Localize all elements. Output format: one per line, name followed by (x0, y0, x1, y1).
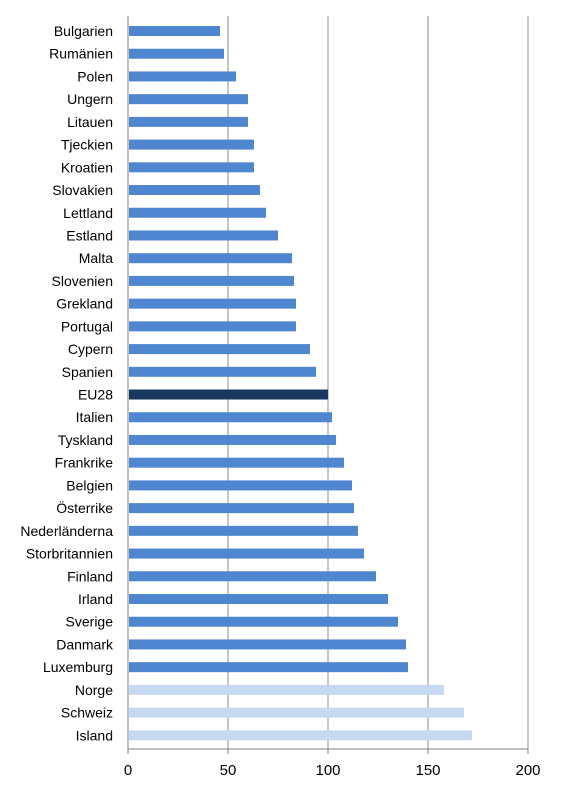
x-tick-label: 200 (515, 762, 540, 779)
category-label: Ungern (67, 91, 113, 107)
bar (129, 275, 294, 286)
category-label: Irland (78, 591, 113, 607)
category-label: Luxemburg (43, 659, 113, 675)
bar (129, 457, 344, 468)
bar (129, 94, 248, 105)
category-label: Schweiz (61, 705, 113, 721)
x-axis-tick-labels: 0 50 100 150 200 (124, 749, 541, 779)
bar (129, 48, 224, 59)
category-label: Litauen (67, 114, 113, 130)
category-label: Storbritannien (26, 546, 113, 562)
bar (129, 684, 444, 695)
bar (129, 389, 328, 400)
category-labels: Bulgarien Rumänien Polen Ungern Litauen Tjeck… (20, 23, 114, 743)
bar (129, 321, 296, 332)
category-label: Island (76, 727, 113, 743)
bar (129, 616, 398, 627)
bar (129, 298, 296, 309)
category-label: Norge (75, 682, 113, 698)
bar (129, 253, 292, 264)
bar (129, 639, 406, 650)
bars (129, 26, 472, 741)
bar (129, 525, 358, 536)
bar (129, 548, 364, 559)
bar (129, 26, 220, 36)
category-label: Tyskland (58, 432, 113, 448)
category-label: Rumänien (49, 46, 113, 62)
bar (129, 503, 354, 514)
bar (129, 116, 248, 127)
bar (129, 344, 310, 355)
bar (129, 207, 266, 218)
bar (129, 480, 352, 491)
category-label: Danmark (56, 636, 114, 652)
category-label: Portugal (61, 318, 113, 334)
category-label: Bulgarien (54, 23, 113, 39)
category-label: Nederländerna (20, 523, 113, 539)
category-label: Polen (77, 68, 113, 84)
bar (129, 434, 336, 445)
x-tick-label: 150 (415, 762, 440, 779)
category-label: Österrike (56, 499, 113, 516)
category-label: Finland (67, 568, 113, 584)
bar (129, 571, 376, 582)
bar (129, 662, 408, 673)
category-label: Malta (79, 250, 113, 266)
bar (129, 71, 236, 82)
bar (129, 707, 464, 718)
category-label: Slovenien (52, 273, 114, 289)
category-label: Spanien (62, 364, 113, 380)
bar (129, 185, 260, 196)
bar (129, 366, 316, 377)
category-label: Sverige (66, 614, 114, 630)
x-tick-label: 0 (124, 762, 132, 779)
gridlines (127, 16, 529, 749)
bar (129, 594, 388, 604)
x-tick-label: 50 (220, 762, 237, 779)
category-label: Belgien (66, 477, 113, 493)
category-label: Lettland (63, 205, 113, 221)
category-label: Frankrike (55, 455, 114, 471)
category-label: Estland (66, 227, 113, 243)
bar (129, 230, 278, 241)
x-tick-label: 100 (315, 762, 340, 779)
category-label: Cypern (68, 341, 113, 357)
category-label: Grekland (56, 296, 113, 312)
bar (129, 139, 254, 150)
category-label: Tjeckien (61, 137, 113, 153)
bar (129, 730, 472, 741)
category-label: Italien (76, 409, 113, 425)
bar (129, 162, 254, 173)
category-label: Slovakien (52, 182, 113, 198)
bar (129, 412, 332, 423)
category-label: Kroatien (61, 159, 113, 175)
category-label: EU28 (78, 387, 113, 403)
